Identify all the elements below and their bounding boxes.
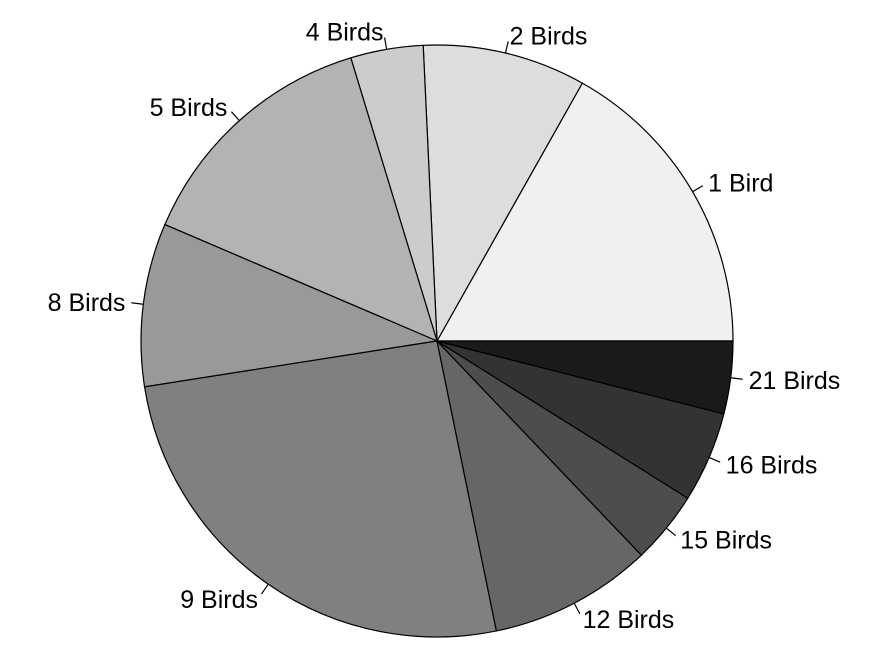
pie-label-8-birds: 8 Birds [48, 289, 126, 317]
pie-slice-1-bird [435, 82, 734, 342]
pie-label-15-birds: 15 Birds [680, 526, 772, 554]
pie-label-12-birds: 12 Birds [583, 606, 675, 634]
pie-label-5-birds: 5 Birds [150, 94, 228, 122]
pie-tick-21-birds [730, 377, 743, 380]
pie-tick-16-birds [708, 456, 721, 463]
pie-tick-4-birds [383, 37, 388, 50]
pie-tick-1-bird [692, 185, 704, 193]
pie-tick-15-birds [665, 527, 677, 537]
pie-label-2-birds: 2 Birds [510, 23, 588, 51]
pie-tick-8-birds [131, 302, 144, 305]
pie-slice-2-birds [422, 44, 584, 344]
pie-label-16-birds: 16 Birds [726, 452, 818, 480]
pie-label-21-birds: 21 Birds [749, 367, 841, 395]
labels-layer: 1 Bird 2 Birds 4 Birds 5 Birds 8 Birds 9 Bird… [48, 19, 841, 635]
pie-label-1-bird: 1 Bird [708, 170, 773, 198]
pie-tick-9-birds [260, 583, 269, 595]
pie-tick-12-birds [573, 602, 581, 615]
ticks-layer [131, 37, 743, 615]
slices-layer [140, 44, 734, 638]
pie-tick-2-birds [504, 41, 509, 54]
pie-tick-5-birds [230, 111, 240, 122]
pie-label-9-birds: 9 Birds [180, 586, 258, 614]
pie-label-4-birds: 4 Birds [306, 19, 384, 47]
pie-slice-5-birds [164, 57, 438, 343]
